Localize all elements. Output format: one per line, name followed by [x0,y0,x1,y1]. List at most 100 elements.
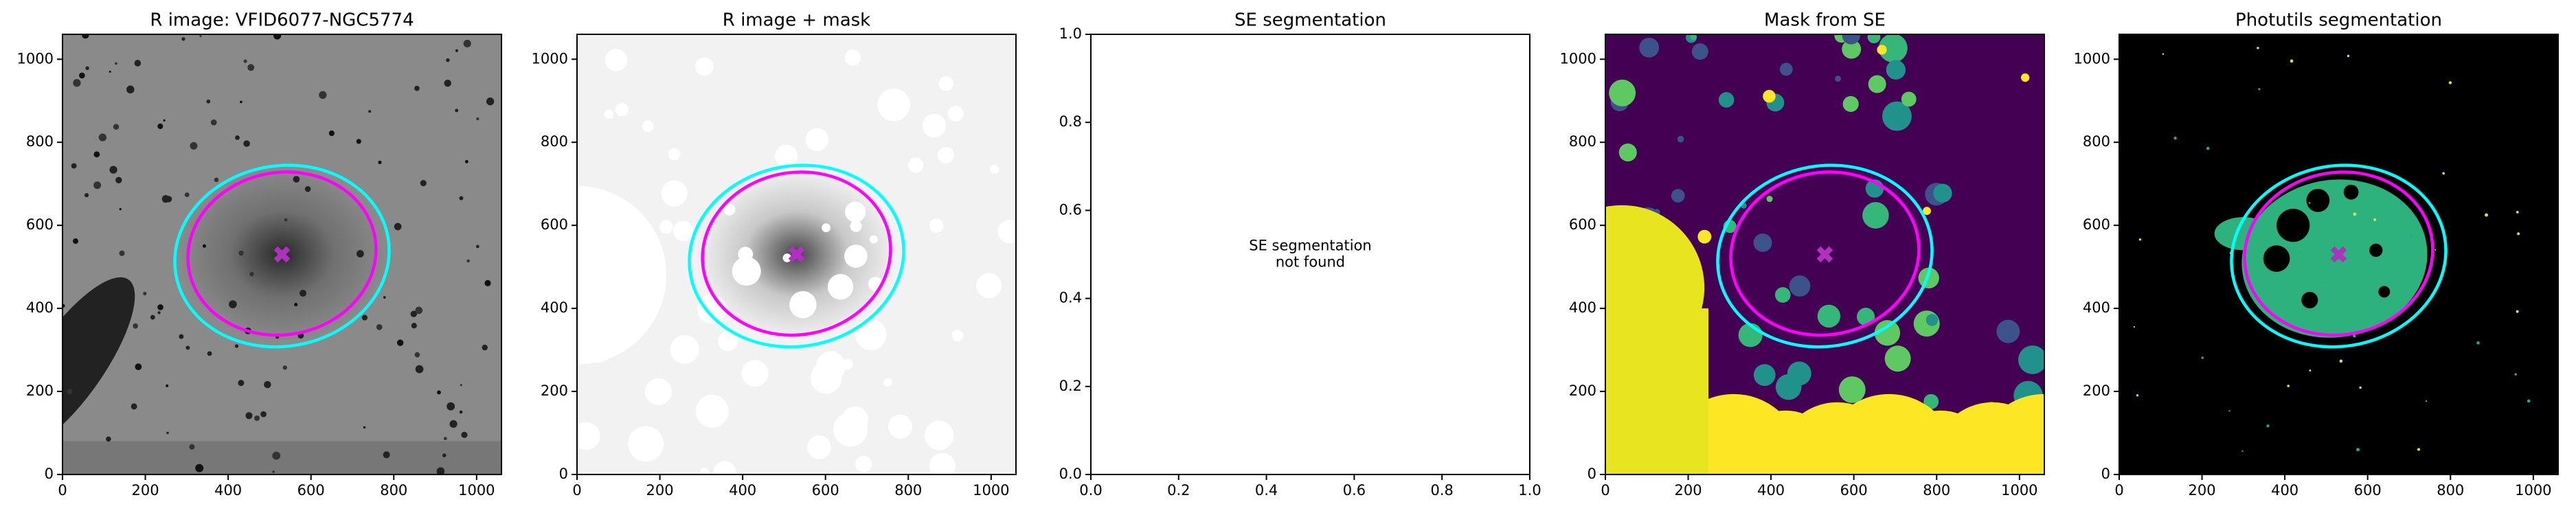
x-tick-label: 0.4 [1255,482,1278,499]
image-blob [394,222,402,231]
panel-title: Photutils segmentation [2235,10,2442,31]
image-blob [1878,34,1908,63]
image-blob [1874,320,1901,346]
image-blob [976,273,1002,299]
x-tick-label: 600 [812,482,839,499]
image-blob [2373,218,2377,222]
y-tick-label: 0.4 [1059,290,1082,306]
image-blob [615,103,629,117]
image-blob [260,411,267,417]
image-blob [951,330,964,342]
image-band [63,441,501,474]
image-blob [807,435,831,459]
image-blob [476,244,479,249]
image-blob [363,426,366,429]
segment-hole [2343,184,2359,200]
image-blob [73,238,79,244]
image-blob [924,420,954,450]
image-blob [929,218,944,233]
image-blob [713,461,736,474]
image-blob [827,273,854,300]
image-blob [1933,183,1952,203]
image-blob [644,378,673,406]
y-tick-label: 1000 [17,50,54,67]
image-blob [2258,88,2261,91]
image-blob [272,470,275,473]
image-blob [1789,275,1811,297]
image-blob [294,303,298,307]
image-blob [723,203,736,216]
image-blob [833,412,868,447]
y-tick-label: 800 [2083,133,2110,150]
image-blob [1775,374,1802,400]
image-blob [420,180,427,187]
image-blob [997,220,1016,244]
image-blob [2287,385,2290,387]
image-blob [106,436,111,442]
image-blob [659,220,673,234]
image-blob [396,339,404,346]
image-blob [1817,304,1841,328]
image-blob [109,70,111,73]
image-blob [577,422,600,450]
y-tick-label: 200 [2083,382,2110,399]
x-tick-label: 600 [2354,482,2382,499]
image-blob [1763,89,1776,103]
image-blob [694,57,714,76]
image-blob [126,85,135,94]
image-blob [460,384,462,387]
x-tick-label: 0.8 [1430,482,1453,499]
image-blob [93,151,100,158]
image-blob [444,80,451,87]
image-blob [2339,359,2343,363]
image-blob [98,133,107,141]
panel-title: Mask from SE [1764,10,1886,31]
panel-title: SE segmentation [1234,10,1386,31]
center-marker [2330,246,2347,263]
image-blob [207,351,212,356]
y-tick-label: 400 [2083,299,2110,316]
aperture-ellipse [2243,170,2434,337]
image-blob [1886,60,1906,80]
image-blob [157,304,163,310]
image-blob [844,244,868,268]
panel-title: R image: VFID6077-NGC5774 [150,10,414,31]
image-blob [361,314,368,321]
image-blob [71,163,77,169]
y-tick-label: 0.8 [1059,113,1082,130]
image-blob [273,34,282,40]
image-blob [1868,75,1886,93]
image-blob [2266,424,2270,428]
image-blob [2353,212,2357,216]
x-tick-label: 200 [132,482,159,499]
x-tick-label: 0 [2114,482,2123,499]
image-blob [2476,341,2480,345]
image-blob [190,141,198,150]
image-blob [1901,91,1917,107]
image-blob [134,60,142,67]
x-tick-label: 200 [646,482,674,499]
image-blob [414,85,420,91]
image-blob [459,410,463,414]
image-blob [2138,238,2142,241]
image-blob [73,79,81,87]
image-blob [1639,37,1660,58]
image-blob [189,444,195,450]
image-blob [2133,325,2136,328]
image-blob [2299,251,2301,253]
y-tick-label: 400 [26,299,54,316]
image-blob [1835,76,1842,82]
image-blob [264,380,271,389]
image-blob [1867,34,1881,44]
image-blob [2309,369,2312,371]
image-blob [79,72,85,79]
image-blob [70,367,77,373]
image-blob [1842,34,1861,45]
image-blob [80,370,84,375]
image-blob [2257,47,2259,49]
image-blob [668,148,681,161]
panel [577,34,1016,474]
y-tick-label: 800 [26,133,54,150]
x-tick-label: 0 [1601,482,1609,499]
image-blob [1842,39,1862,59]
